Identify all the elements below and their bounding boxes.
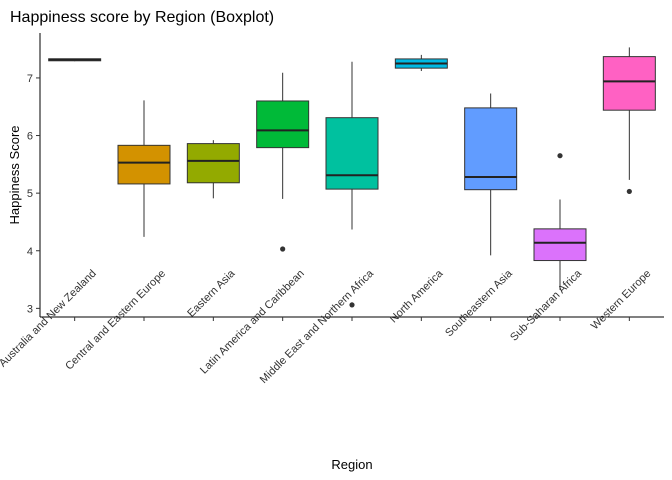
box-1 bbox=[48, 58, 102, 62]
box-4 bbox=[256, 72, 310, 252]
y-tick-label: 6 bbox=[27, 131, 33, 143]
x-tick-label: Sub-Saharan Africa bbox=[508, 267, 585, 344]
box-body bbox=[533, 228, 587, 262]
box-3 bbox=[186, 140, 240, 199]
box-6 bbox=[394, 54, 448, 72]
y-tick-label: 3 bbox=[27, 303, 33, 315]
x-tick-label: Southeastern Asia bbox=[443, 267, 515, 339]
box-9 bbox=[602, 47, 656, 195]
box-body bbox=[186, 143, 240, 184]
x-axis-title: Region bbox=[331, 457, 372, 472]
y-tick-label: 5 bbox=[27, 188, 33, 200]
y-tick-label: 4 bbox=[27, 246, 33, 258]
chart-title: Happiness score by Region (Boxplot) bbox=[10, 9, 274, 26]
box-body bbox=[117, 144, 171, 185]
box-2 bbox=[117, 100, 171, 237]
x-tick-label: Middle East and Northern Africa bbox=[258, 267, 377, 386]
y-axis-title: Happiness Score bbox=[7, 126, 22, 225]
y-axis-ticks: 3 4 5 6 7 bbox=[27, 73, 40, 315]
outlier-point bbox=[626, 188, 632, 195]
outlier-point bbox=[557, 153, 563, 159]
boxes-group bbox=[48, 47, 656, 308]
box-8 bbox=[533, 153, 587, 290]
box-body bbox=[325, 117, 379, 190]
box-body bbox=[256, 100, 310, 149]
box-5 bbox=[325, 61, 379, 308]
x-tick-label: Eastern Asia bbox=[185, 267, 238, 320]
outlier-point bbox=[349, 302, 355, 308]
outlier-point bbox=[280, 246, 286, 252]
y-tick-label: 7 bbox=[27, 73, 33, 85]
x-tick-label: Western Europe bbox=[589, 268, 654, 333]
box-7 bbox=[464, 93, 518, 256]
box-body bbox=[602, 56, 656, 111]
